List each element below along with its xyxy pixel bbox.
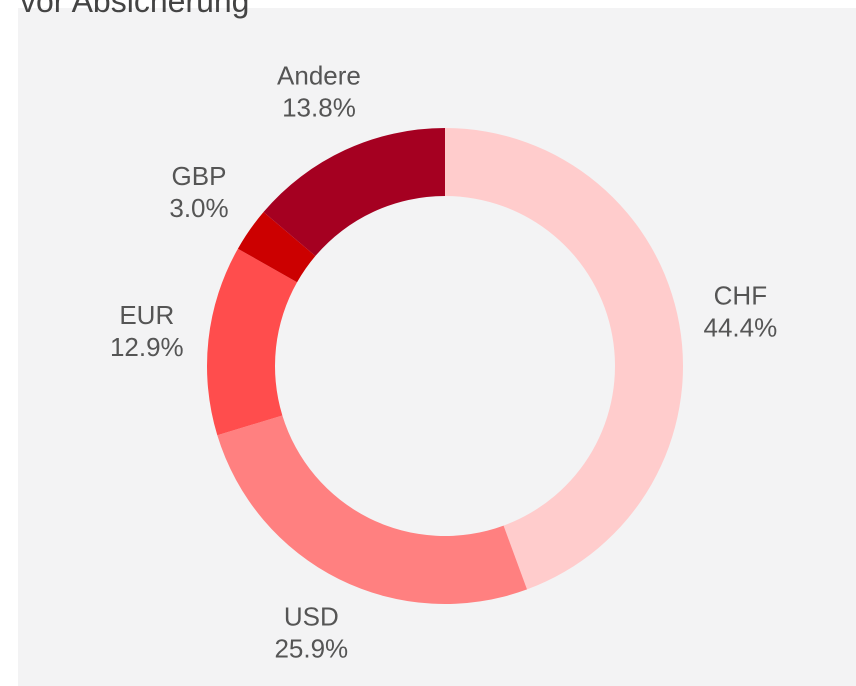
- slice-value: 25.9%: [274, 633, 348, 663]
- slice-label: USD: [284, 601, 339, 631]
- slice-value: 44.4%: [704, 312, 778, 342]
- donut-slice: [445, 128, 684, 590]
- slice-value: 3.0%: [169, 193, 228, 223]
- slice-label: CHF: [714, 280, 767, 310]
- slice-label: EUR: [119, 300, 174, 330]
- donut-slice: [217, 415, 528, 604]
- slice-label: GBP: [172, 161, 227, 191]
- slice-label: Andere: [277, 61, 361, 91]
- slice-value: 12.9%: [110, 332, 184, 362]
- donut-slice: [207, 248, 298, 436]
- donut-slice: [263, 127, 445, 257]
- chart-title: vor Absicherung: [20, 0, 249, 19]
- slice-value: 13.8%: [282, 93, 356, 123]
- donut-slice: [237, 212, 316, 283]
